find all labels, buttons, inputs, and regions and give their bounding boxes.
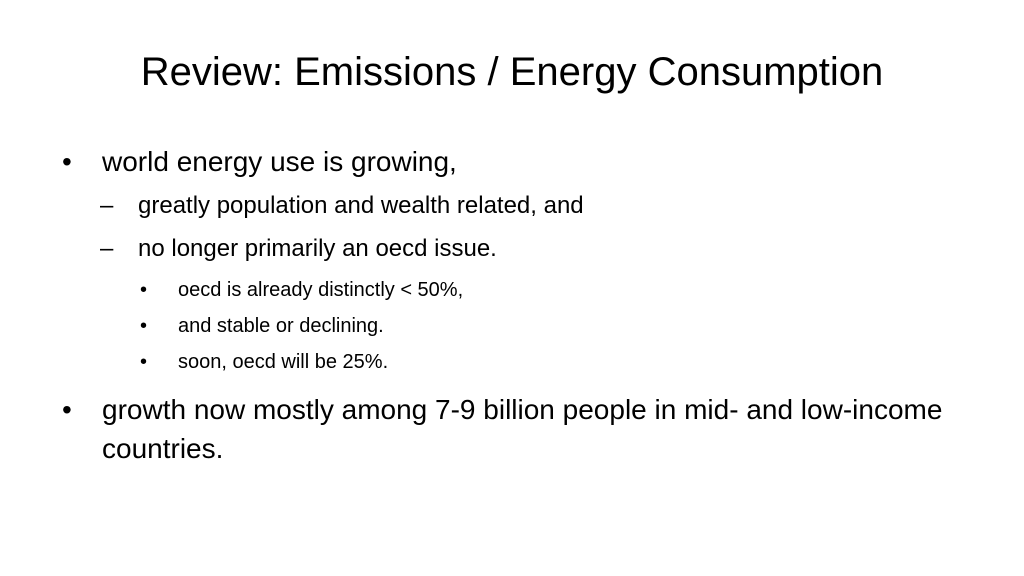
dash-icon: –: [100, 192, 114, 219]
bullet-text: soon, oecd will be 25%.: [178, 351, 389, 373]
bullet-text: and stable or declining.: [178, 315, 384, 337]
bullet-level1: • growth now mostly among 7-9 billion pe…: [62, 390, 972, 468]
bullet-dot-icon: •: [62, 394, 72, 425]
bullet-dot-icon: •: [140, 351, 148, 373]
bullet-text: oecd is already distinctly < 50%,: [178, 279, 464, 301]
bullet-text: greatly population and wealth related, a…: [138, 192, 584, 219]
bullet-dot-icon: •: [140, 279, 148, 301]
bullet-dot-icon: •: [62, 146, 72, 177]
dash-icon: –: [100, 235, 114, 262]
bullet-level2: – greatly population and wealth related,…: [100, 190, 584, 222]
bullet-level3: • soon, oecd will be 25%.: [140, 348, 388, 376]
bullet-level1: • world energy use is growing,: [62, 142, 972, 181]
bullet-text: world energy use is growing,: [102, 146, 457, 177]
bullet-level3: • and stable or declining.: [140, 312, 384, 340]
bullet-level2: – no longer primarily an oecd issue.: [100, 233, 497, 265]
slide-title: Review: Emissions / Energy Consumption: [140, 50, 884, 94]
bullet-text: no longer primarily an oecd issue.: [138, 235, 497, 262]
bullet-level3: • oecd is already distinctly < 50%,: [140, 276, 463, 304]
bullet-dot-icon: •: [140, 315, 148, 337]
bullet-text: growth now mostly among 7-9 billion peop…: [102, 394, 943, 464]
